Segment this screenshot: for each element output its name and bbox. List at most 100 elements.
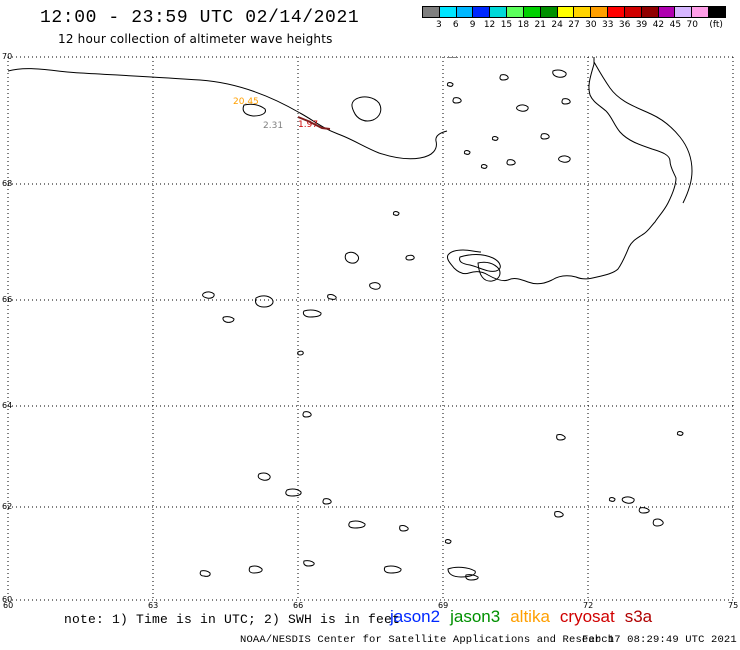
legend-swatch-5 xyxy=(507,7,524,17)
south-shoreline-ripple xyxy=(459,254,501,272)
legend-tick-label: 9 xyxy=(469,20,476,30)
islet-28 xyxy=(554,511,564,518)
legend-unit-label: (ft) xyxy=(709,20,723,30)
legend-tick-label: 42 xyxy=(652,20,665,30)
wave-height-reading: 1.97 xyxy=(298,120,318,130)
legend-tick-label: 3 xyxy=(436,20,442,30)
islet-17 xyxy=(444,539,452,544)
map-svg: 20.45 2.31 1.97 xyxy=(7,56,734,601)
legend-tick-label: 18 xyxy=(517,20,530,30)
latitude-label: 60 xyxy=(2,595,13,604)
latitude-label: 68 xyxy=(2,179,13,188)
grid-layer xyxy=(7,56,734,601)
islet-6 xyxy=(369,282,381,290)
legend-tick-label: 36 xyxy=(618,20,631,30)
legend-swatch-1 xyxy=(439,7,457,17)
satellite-jason3: jason3 xyxy=(450,607,501,626)
islet-north-5 xyxy=(552,69,567,78)
legend-swatch-7 xyxy=(540,7,558,17)
legend-tick-label: 24 xyxy=(551,20,563,30)
islet-north-11 xyxy=(558,155,571,163)
eastern-coastline xyxy=(447,57,677,285)
longitude-label: 60 xyxy=(3,601,14,610)
legend-color-bar xyxy=(422,6,726,18)
wave-height-reading: 2.31 xyxy=(263,121,283,131)
islet-27 xyxy=(652,518,664,527)
legend-swatch-9 xyxy=(574,7,592,17)
legend-swatch-3 xyxy=(473,7,491,17)
island-cluster-east xyxy=(477,261,501,282)
legend-swatch-13 xyxy=(641,7,659,17)
islet-18 xyxy=(248,565,263,574)
islet-23 xyxy=(303,560,315,567)
islet-20 xyxy=(383,565,402,574)
island-kolguev xyxy=(351,96,382,122)
legend-tick-label: 70 xyxy=(686,20,698,30)
longitude-label: 66 xyxy=(293,601,304,610)
islet-2 xyxy=(255,295,274,308)
satellite-legend: jason2 jason3 altika cryosat s3a xyxy=(390,607,652,627)
satellite-s3a: s3a xyxy=(624,607,653,626)
islet-5 xyxy=(344,251,359,264)
satellite-jason2: jason2 xyxy=(390,607,441,626)
footer-note: note: 1) Time is in UTC; 2) SWH is in fe… xyxy=(64,612,401,627)
islet-24 xyxy=(556,434,566,441)
legend-tick-label: 6 xyxy=(452,20,459,30)
legend-swatch-6 xyxy=(523,7,541,17)
islet-north-12 xyxy=(480,164,488,169)
wave-height-reading: 20.45 xyxy=(233,97,259,107)
wave-height-legend: 3 6 9 12 15 18 21 24 27 30 33 36 39 42 45 70 (ft) xyxy=(422,6,728,32)
islet-north-2 xyxy=(452,97,462,104)
islet-3 xyxy=(222,316,235,323)
wave-height-readings-layer: 20.45 2.31 1.97 xyxy=(233,97,331,131)
legend-swatch-17 xyxy=(709,7,725,17)
legend-swatch-14 xyxy=(658,7,676,17)
longitude-label: 63 xyxy=(148,601,159,610)
legend-tick-label: 30 xyxy=(585,20,597,30)
islet-15 xyxy=(348,520,366,529)
coastline-north xyxy=(8,68,448,160)
islet-13 xyxy=(285,488,302,497)
islet-11 xyxy=(302,411,312,418)
coastline-segment-upper-east xyxy=(593,61,693,204)
legend-tick-label: 15 xyxy=(500,20,513,30)
legend-swatch-16 xyxy=(692,7,710,17)
longitude-label: 75 xyxy=(728,601,739,610)
islet-10 xyxy=(297,350,304,356)
legend-tick-label: 39 xyxy=(635,20,648,30)
islet-21 xyxy=(447,566,476,578)
islet-north-8 xyxy=(540,133,550,140)
islet-8 xyxy=(405,254,415,261)
islet-north-10 xyxy=(506,159,516,166)
page-subtitle: 12 hour collection of altimeter wave hei… xyxy=(58,32,333,46)
legend-tick-label: 33 xyxy=(602,20,614,30)
legend-tick-label: 21 xyxy=(534,20,546,30)
legend-swatch-8 xyxy=(557,7,575,17)
latitude-label: 64 xyxy=(2,401,13,410)
islet-9 xyxy=(327,294,337,300)
legend-swatch-4 xyxy=(490,7,508,17)
islet-19 xyxy=(199,570,211,577)
legend-tick-label: 12 xyxy=(483,20,496,30)
islet-7 xyxy=(392,211,400,216)
longitude-label: 69 xyxy=(438,601,449,610)
islet-25 xyxy=(676,431,684,436)
islet-north-9 xyxy=(463,150,471,155)
legend-swatch-2 xyxy=(456,7,474,17)
legend-swatch-10 xyxy=(591,7,609,17)
legend-swatch-11 xyxy=(608,7,625,17)
islet-12 xyxy=(257,472,271,481)
islet-4 xyxy=(302,309,322,318)
islet-1 xyxy=(202,291,215,299)
islet-north-6 xyxy=(561,98,571,105)
white-sea-outline xyxy=(242,103,266,117)
islet-16 xyxy=(399,525,409,532)
islet-north-3 xyxy=(499,74,509,81)
islet-north-7 xyxy=(491,136,499,141)
page-title: 12:00 - 23:59 UTC 02/14/2021 xyxy=(40,8,360,28)
islet-14 xyxy=(322,498,332,505)
map-area: 20.45 2.31 1.97 70 68 66 64 62 60 60 63 66 69 72 75 xyxy=(2,53,738,610)
islet-22 xyxy=(465,574,479,581)
islet-30 xyxy=(638,507,650,514)
latitude-label: 62 xyxy=(2,502,13,511)
